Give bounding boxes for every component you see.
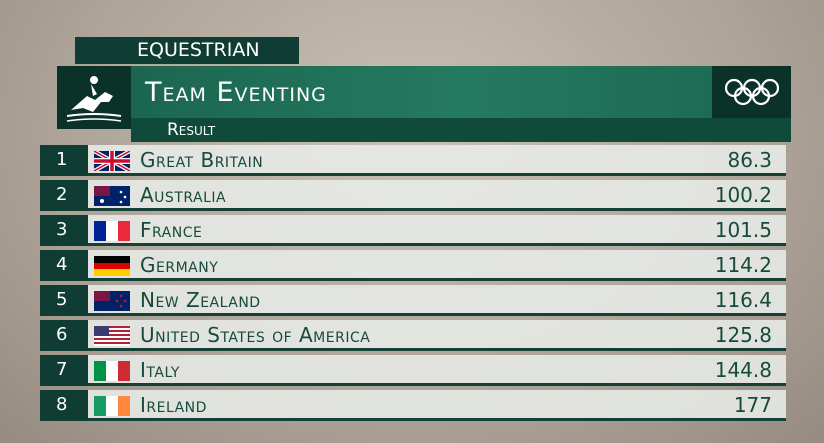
olympic-rings [712,66,791,118]
flag [94,326,130,346]
flag [94,291,130,311]
result-row: Great Britain 86.3 [88,145,786,176]
rank: 1 [40,145,88,176]
flag [94,186,130,206]
score: 144.8 [714,358,772,382]
country-name: United States of America [140,323,371,347]
score: 116.4 [714,288,772,312]
rank: 5 [40,285,88,316]
score: 125.8 [714,323,772,347]
country-name: Great Britain [140,148,264,172]
score: 177 [733,393,772,417]
result-row: United States of America 125.8 [88,320,786,351]
score: 101.5 [714,218,772,242]
country-name: Italy [140,358,180,382]
country-name: New Zealand [140,288,261,312]
rings-icon [724,78,780,106]
result-row: Australia 100.2 [88,180,786,211]
result-row: New Zealand 116.4 [88,285,786,316]
result-label: Result [131,118,791,142]
sport-label: EQUESTRIAN [75,37,299,64]
equestrian-icon [66,76,122,122]
result-row: Germany 114.2 [88,250,786,281]
flag [94,256,130,276]
score: 100.2 [714,183,772,207]
rank: 3 [40,215,88,246]
rank: 4 [40,250,88,281]
country-name: Australia [140,183,227,207]
flag [94,151,130,171]
score: 114.2 [714,253,772,277]
rank: 8 [40,390,88,421]
country-name: Germany [140,253,219,277]
country-name: Ireland [140,393,207,417]
result-row: France 101.5 [88,215,786,246]
rank: 2 [40,180,88,211]
flag [94,221,130,241]
result-row: Italy 144.8 [88,355,786,386]
score: 86.3 [727,148,772,172]
pictogram [57,66,131,129]
flag [94,396,130,416]
country-name: France [140,218,203,242]
event-title: Team Eventing [131,66,791,118]
flag [94,361,130,381]
rank: 7 [40,355,88,386]
rank: 6 [40,320,88,351]
result-row: Ireland 177 [88,390,786,421]
